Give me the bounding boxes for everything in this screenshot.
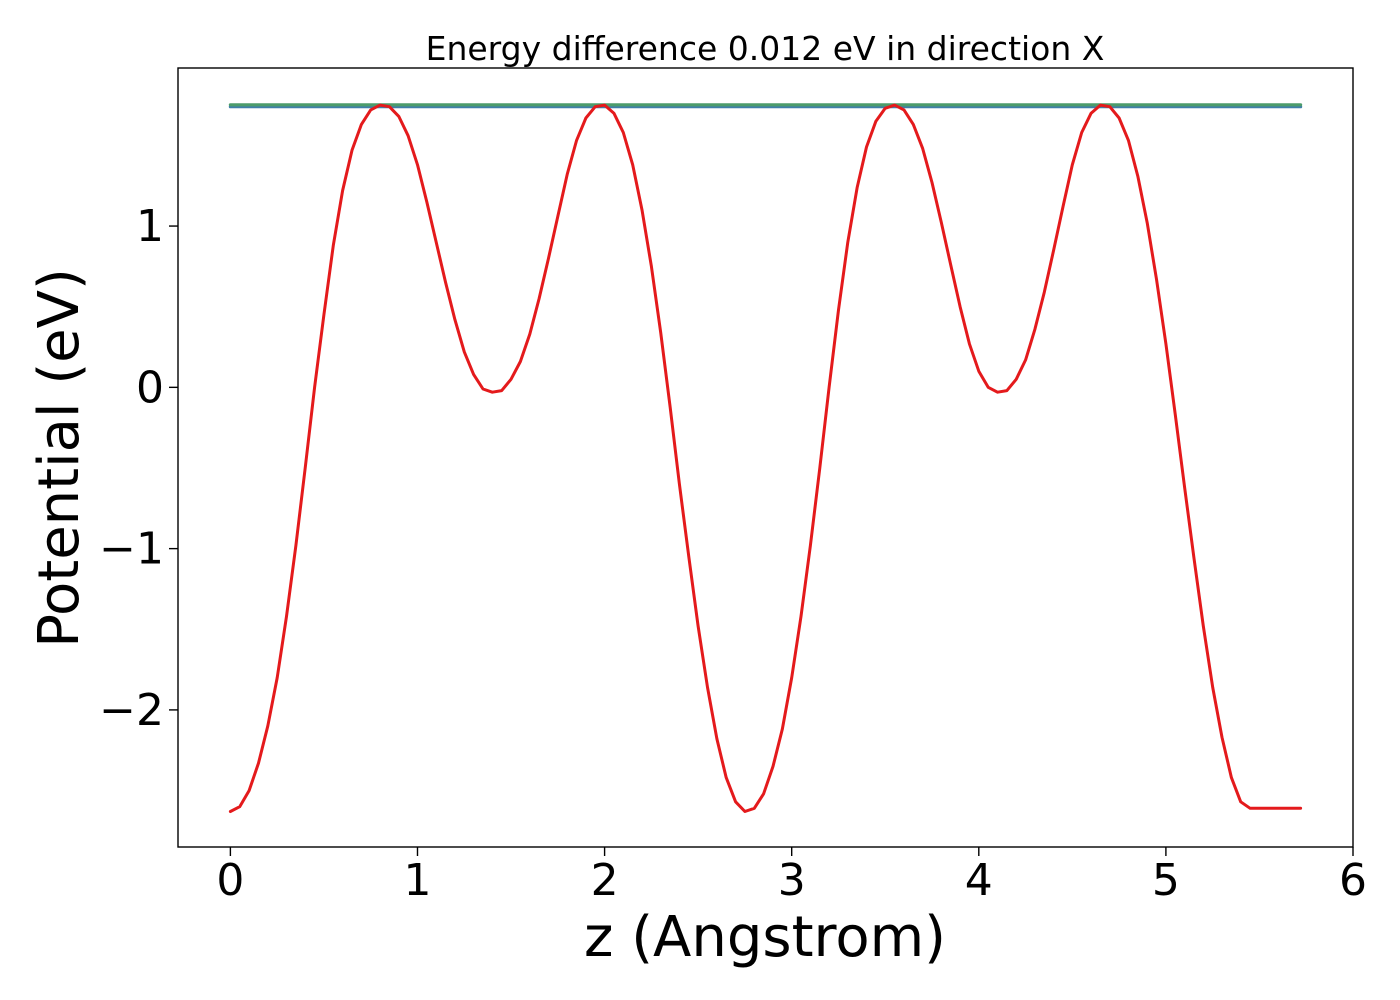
- x-tick-label: 1: [403, 855, 431, 906]
- y-tick-label: 0: [136, 362, 164, 413]
- x-axis-title: z (Angstrom): [584, 905, 946, 970]
- y-axis-title: Potential (eV): [27, 268, 92, 648]
- y-tick-label: 1: [136, 201, 164, 252]
- y-axis: −2 −1 0 1: [99, 201, 178, 736]
- x-tick-label: 0: [216, 855, 244, 906]
- y-tick-label: −2: [99, 685, 164, 736]
- x-tick-label: 5: [1152, 855, 1180, 906]
- x-tick-label: 4: [965, 855, 993, 906]
- y-tick-label: −1: [99, 524, 164, 575]
- plot-area: [228, 103, 1303, 813]
- axes-frame: [177, 67, 1354, 848]
- chart-title: Energy difference 0.012 eV in direction …: [426, 29, 1105, 68]
- x-tick-label: 2: [591, 855, 619, 906]
- x-tick-label: 6: [1339, 855, 1367, 906]
- x-tick-label: 3: [778, 855, 806, 906]
- series-line-0: [228, 103, 1303, 813]
- x-axis: 0 1 2 3 4 5 6: [216, 847, 1367, 906]
